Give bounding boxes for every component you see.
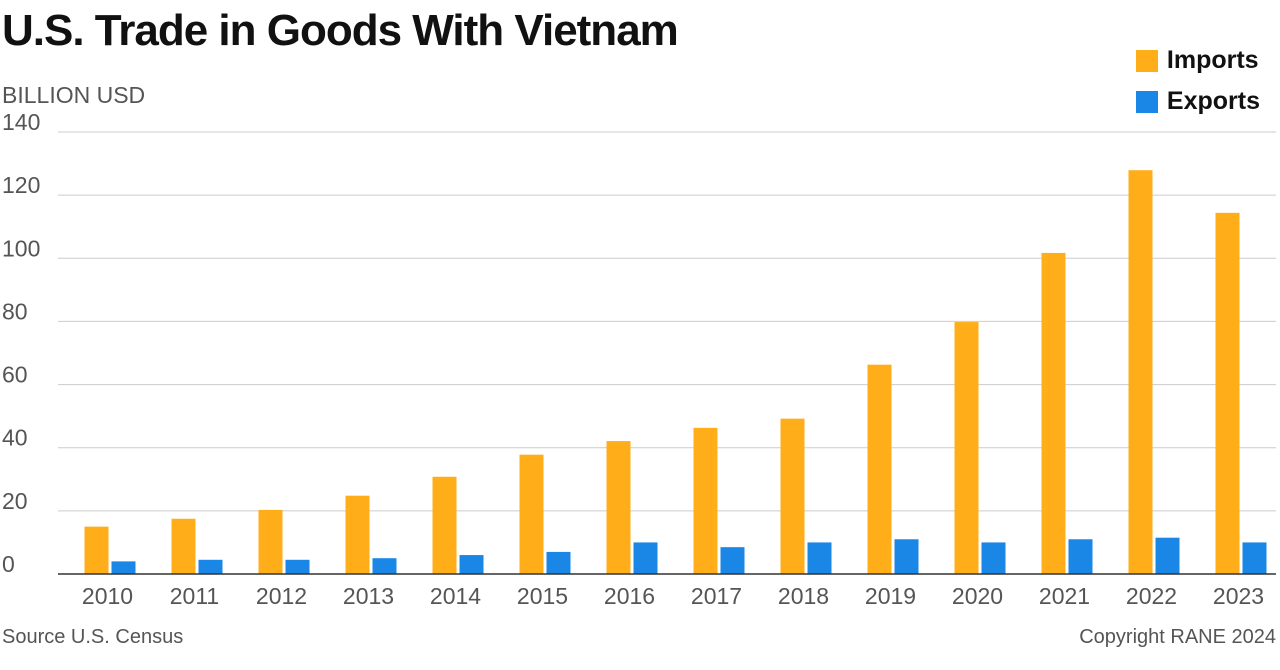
x-tick-label-2023: 2023: [1213, 583, 1264, 609]
y-tick-label-20: 20: [2, 488, 28, 514]
bar-imports-2016: [606, 441, 631, 574]
legend-label-exports: Exports: [1166, 87, 1260, 115]
x-tick-label-2016: 2016: [604, 583, 655, 609]
x-tick-label-2018: 2018: [778, 583, 829, 609]
bar-exports-2010: [111, 561, 136, 574]
bar-imports-2013: [345, 495, 370, 574]
y-tick-label-80: 80: [2, 298, 28, 324]
bar-imports-2010: [84, 526, 109, 574]
source-note: Source U.S. Census: [2, 626, 184, 648]
bar-exports-2020: [981, 542, 1006, 574]
bar-exports-2019: [894, 539, 919, 574]
bar-exports-2015: [546, 551, 571, 574]
x-tick-label-2011: 2011: [170, 583, 219, 609]
bar-exports-2012: [285, 559, 310, 574]
legend: Imports Exports: [1135, 40, 1260, 122]
bar-imports-2020: [954, 322, 979, 574]
bar-exports-2011: [198, 559, 223, 574]
bar-imports-2022: [1128, 170, 1153, 575]
bar-imports-2015: [519, 454, 544, 574]
x-tick-label-2020: 2020: [952, 583, 1003, 609]
bar-imports-2019: [867, 364, 892, 574]
bar-imports-2012: [258, 509, 283, 574]
bar-exports-2023: [1242, 542, 1267, 574]
x-tick-label-2019: 2019: [865, 583, 916, 609]
grid-layer: [58, 131, 1276, 512]
x-tick-label-2013: 2013: [343, 583, 394, 609]
bar-exports-2013: [372, 558, 397, 574]
bar-exports-2016: [633, 542, 658, 574]
bars-layer: [84, 170, 1267, 575]
bar-exports-2022: [1155, 537, 1180, 574]
legend-swatch-imports: [1135, 49, 1158, 72]
legend-swatch-exports: [1135, 90, 1158, 113]
y-tick-label-140: 140: [2, 109, 40, 135]
bar-imports-2023: [1215, 212, 1240, 574]
chart-title: U.S. Trade in Goods With Vietnam: [2, 6, 679, 55]
x-tick-label-2017: 2017: [691, 583, 742, 609]
bar-imports-2011: [171, 518, 196, 574]
legend-item-exports: Exports: [1135, 81, 1260, 122]
legend-label-imports: Imports: [1166, 46, 1259, 74]
copyright-note: Copyright RANE 2024: [1079, 626, 1276, 648]
bar-imports-2018: [780, 418, 805, 574]
x-tick-label-2012: 2012: [256, 583, 307, 609]
x-tick-label-2010: 2010: [82, 583, 133, 609]
y-tick-label-60: 60: [2, 362, 28, 388]
bar-exports-2018: [807, 542, 832, 574]
y-tick-label-120: 120: [2, 172, 40, 198]
y-tick-label-0: 0: [2, 551, 15, 577]
bar-exports-2014: [459, 555, 484, 574]
y-tick-label-40: 40: [2, 425, 28, 451]
legend-item-imports: Imports: [1135, 40, 1260, 81]
y-tick-label-100: 100: [2, 235, 40, 261]
bar-exports-2017: [720, 547, 745, 574]
y-axis-label: BILLION USD: [2, 82, 146, 108]
axis-layer: 0 20 40 60 80 100 120 140 2010 2011 2012 2013 2014 20…: [2, 109, 1276, 609]
bar-imports-2014: [432, 476, 457, 574]
x-tick-label-2015: 2015: [517, 583, 568, 609]
x-tick-label-2022: 2022: [1126, 583, 1177, 609]
bar-exports-2021: [1068, 539, 1093, 574]
bar-imports-2017: [693, 427, 718, 574]
bar-imports-2021: [1041, 252, 1066, 574]
x-tick-label-2021: 2021: [1039, 583, 1090, 609]
x-tick-label-2014: 2014: [430, 583, 481, 609]
